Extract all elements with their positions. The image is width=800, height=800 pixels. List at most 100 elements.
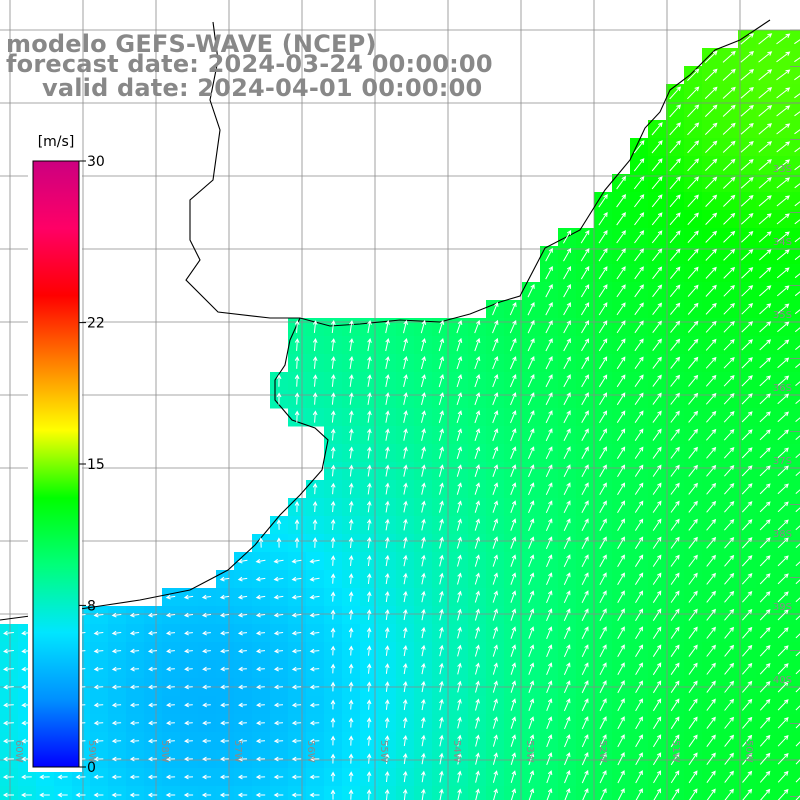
wind-arrow [705, 212, 718, 225]
wind-arrow [510, 770, 517, 783]
wind-arrow [492, 518, 499, 531]
wind-arrow [563, 446, 571, 460]
wind-arrow [635, 698, 643, 712]
wind-arrow [759, 519, 771, 531]
wind-arrow [421, 698, 426, 711]
wind-arrow [722, 140, 736, 153]
wind-arrow [759, 465, 771, 477]
speed-cell [792, 534, 800, 553]
wind-arrow [670, 338, 681, 351]
wind-arrow [652, 428, 662, 441]
wind-arrow [723, 194, 736, 207]
wind-arrow [184, 738, 193, 744]
wind-arrow [545, 392, 553, 406]
wind-arrow [439, 788, 444, 800]
wind-arrow [330, 555, 336, 566]
wind-arrow [75, 792, 86, 798]
wind-arrow [635, 590, 644, 603]
wind-arrow [438, 410, 444, 424]
wind-arrow [742, 680, 753, 693]
wind-arrow [111, 792, 122, 798]
wind-arrow [312, 500, 318, 513]
wind-arrow [687, 338, 699, 351]
wind-arrow [634, 392, 644, 405]
wind-arrow [795, 507, 800, 513]
wind-arrow [545, 410, 553, 424]
wind-arrow [348, 645, 354, 656]
wind-arrow [652, 536, 662, 549]
wind-arrow [740, 105, 754, 117]
wind-arrow [687, 122, 700, 136]
wind-arrow [291, 774, 302, 780]
wind-arrow [724, 698, 735, 711]
wind-arrow [492, 356, 499, 370]
wind-arrow [776, 141, 791, 153]
wind-arrow [759, 698, 771, 711]
wind-arrow [776, 123, 791, 135]
wind-arrow [367, 356, 372, 369]
wind-arrow [237, 558, 248, 564]
wind-arrow [777, 753, 789, 765]
wind-arrow [349, 356, 354, 369]
wind-arrow [201, 774, 212, 780]
wind-arrow [166, 684, 175, 690]
wind-arrow [421, 446, 426, 459]
wind-arrow [3, 684, 14, 690]
wind-arrow [166, 702, 175, 708]
wind-arrow [457, 716, 462, 729]
wind-arrow [528, 644, 535, 657]
wind-arrow [740, 51, 754, 63]
wind-arrow [166, 666, 175, 672]
wind-arrow [688, 500, 698, 513]
wind-arrow [724, 770, 734, 783]
speed-cell [792, 102, 800, 121]
wind-arrow [598, 266, 608, 280]
wind-arrow [688, 680, 698, 693]
wind-arrow [705, 176, 718, 189]
wind-arrow [546, 752, 553, 766]
wind-arrow [723, 393, 735, 405]
wind-arrow [129, 684, 140, 690]
wind-arrow [147, 648, 158, 654]
wind-arrow [688, 734, 698, 747]
wind-arrow [759, 285, 772, 297]
wind-arrow [741, 447, 753, 459]
wind-arrow [3, 720, 14, 726]
wind-arrow [330, 735, 336, 746]
wind-arrow [706, 554, 716, 567]
wind-arrow [456, 446, 463, 459]
speed-cell [306, 786, 325, 800]
wind-arrow [580, 266, 590, 280]
wind-arrow [475, 662, 480, 675]
wind-arrow [759, 501, 771, 513]
wind-arrow [457, 680, 462, 693]
wind-arrow [617, 536, 625, 549]
wind-arrow [563, 536, 571, 550]
wind-arrow [457, 698, 462, 711]
wind-arrow [722, 122, 736, 135]
latitude-label: 34S [773, 237, 792, 248]
wind-arrow [165, 612, 176, 618]
wind-arrow [599, 500, 607, 513]
wind-arrow [724, 590, 735, 603]
wind-arrow [582, 788, 589, 800]
wind-arrow [741, 267, 754, 279]
wind-arrow [492, 752, 498, 765]
wind-arrow [421, 572, 426, 585]
wind-arrow [475, 680, 480, 693]
wind-arrow [688, 698, 698, 711]
wind-arrow [740, 141, 754, 153]
wind-arrow [403, 392, 408, 405]
wind-arrow [3, 756, 14, 762]
wind-arrow [545, 301, 553, 316]
wind-arrow [635, 644, 644, 658]
wind-arrow [403, 608, 408, 621]
wind-arrow [457, 554, 462, 567]
wind-arrow [111, 648, 122, 654]
wind-arrow [528, 770, 535, 784]
wind-arrow [759, 609, 771, 621]
wind-arrow [348, 518, 354, 531]
colorbar-tick-label: 15 [87, 457, 105, 473]
wind-arrow [2, 774, 15, 780]
wind-arrow [294, 356, 300, 369]
